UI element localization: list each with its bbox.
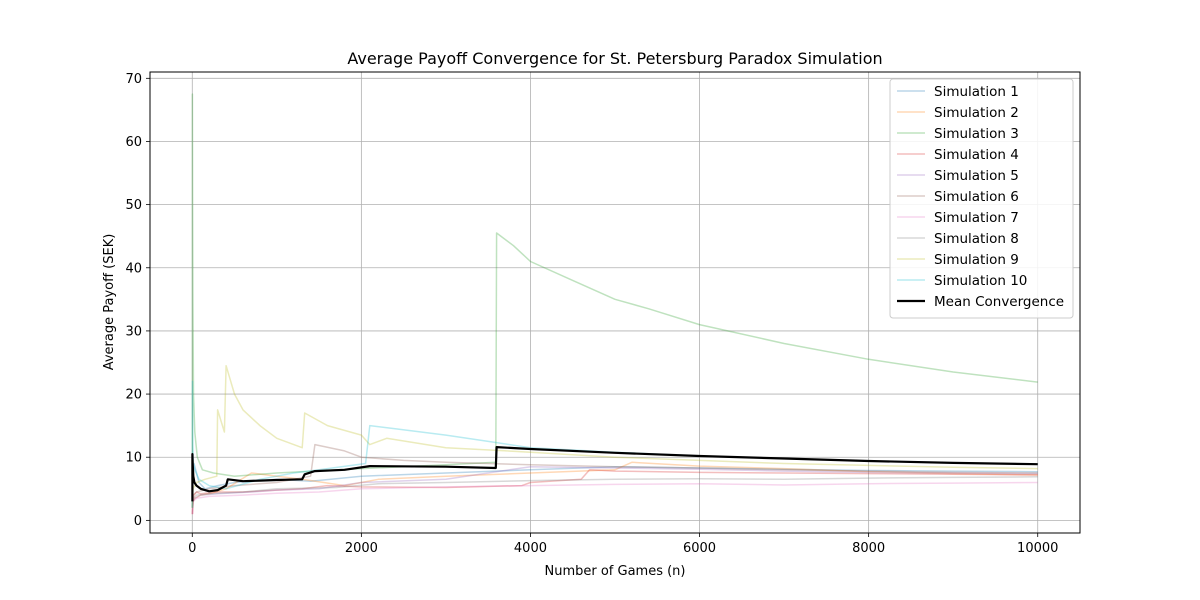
x-tick-label: 10000 — [1017, 541, 1058, 556]
y-tick-label: 0 — [134, 514, 142, 529]
y-tick-label: 40 — [125, 261, 142, 276]
legend-label-simulation-6: Simulation 6 — [934, 189, 1019, 205]
x-tick-label: 8000 — [852, 541, 885, 556]
series-line-simulation-2 — [191, 461, 1038, 515]
x-axis-label: Number of Games (n) — [544, 564, 685, 579]
x-tick-label: 0 — [188, 541, 196, 556]
axis-ticks: 0 2000 4000 6000 8000 10000 0 10 20 30 40 50 60 70 — [125, 72, 1058, 556]
series-line-simulation-4 — [191, 469, 1038, 515]
series-line-simulation-3 — [191, 93, 1038, 508]
x-tick-label: 4000 — [514, 541, 547, 556]
series-line-simulation-6 — [191, 443, 1038, 508]
x-tick-label: 2000 — [345, 541, 378, 556]
y-tick-label: 20 — [125, 388, 142, 403]
y-tick-label: 60 — [125, 135, 142, 150]
legend-label-mean-convergence: Mean Convergence — [934, 294, 1064, 310]
legend-label-simulation-2: Simulation 2 — [934, 105, 1019, 121]
legend-label-simulation-7: Simulation 7 — [934, 210, 1019, 226]
series-layer — [191, 93, 1038, 515]
legend-label-simulation-5: Simulation 5 — [934, 168, 1019, 184]
chart-title: Average Payoff Convergence for St. Peter… — [347, 49, 882, 68]
y-tick-label: 10 — [125, 451, 142, 466]
legend-label-simulation-4: Simulation 4 — [934, 147, 1019, 163]
y-tick-label: 70 — [125, 72, 142, 87]
legend: Simulation 1 Simulation 2 Simulation 3 Simu… — [889, 78, 1074, 319]
series-line-simulation-9 — [191, 364, 1038, 508]
x-tick-label: 6000 — [683, 541, 716, 556]
series-line-simulation-8 — [191, 476, 1038, 508]
y-tick-label: 50 — [125, 198, 142, 213]
legend-label-simulation-9: Simulation 9 — [934, 252, 1019, 268]
legend-label-simulation-10: Simulation 10 — [934, 273, 1027, 289]
series-line-simulation-5 — [191, 465, 1038, 515]
series-line-simulation-7 — [191, 481, 1038, 515]
series-line-mean-convergence — [191, 446, 1038, 502]
legend-box — [889, 78, 1074, 319]
legend-label-simulation-8: Simulation 8 — [934, 231, 1019, 247]
legend-label-simulation-1: Simulation 1 — [934, 84, 1019, 100]
y-axis-label: Average Payoff (SEK) — [102, 234, 117, 371]
legend-label-simulation-3: Simulation 3 — [934, 126, 1019, 142]
plot-frame — [149, 71, 1081, 534]
y-tick-label: 30 — [125, 324, 142, 339]
